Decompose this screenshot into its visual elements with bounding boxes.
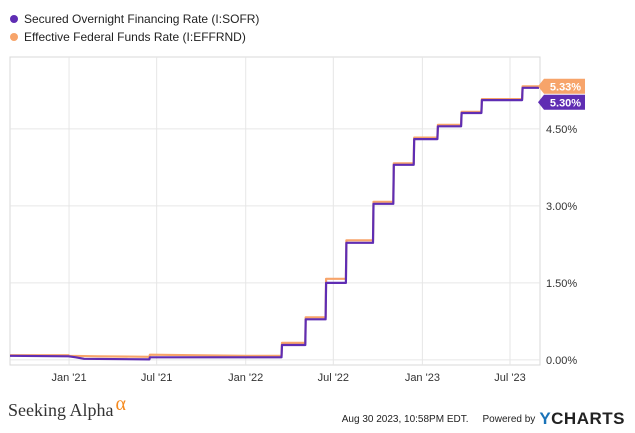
end-label-tag (538, 94, 585, 110)
series-lines (9, 85, 539, 361)
alpha-icon: α (115, 393, 126, 415)
seeking-alpha-logo[interactable]: Seeking Alpha α (8, 393, 126, 422)
plot-area (9, 56, 541, 366)
brand-text: Seeking Alpha (8, 400, 114, 420)
legend-label-effrnd: Effective Federal Funds Rate (I:EFFRND) (24, 30, 246, 44)
timestamp: Aug 30 2023, 10:58PM EDT. (341, 413, 469, 425)
x-tick-label: Jul '22 (318, 372, 349, 384)
chart: Jan '21 Jul '21 Jan '22 Jul '22 Jan '23 Jul '… (9, 56, 585, 384)
x-tick-label: Jan '22 (228, 372, 263, 384)
y-tick-label: 4.50% (546, 124, 577, 136)
y-tick-label: 1.50% (546, 278, 577, 290)
legend-dot-sofr (10, 15, 18, 23)
y-tick-label: 3.00% (546, 201, 577, 213)
powered-by-text: Powered by (482, 413, 536, 425)
end-label-value: 5.30% (550, 97, 581, 109)
legend: Secured Overnight Financing Rate (I:SOFR… (10, 10, 259, 46)
series-line-1 (9, 86, 539, 361)
footer-credits: Aug 30 2023, 10:58PM EDT. Powered by YCH… (342, 409, 625, 429)
legend-item-effrnd[interactable]: Effective Federal Funds Rate (I:EFFRND) (10, 28, 259, 46)
end-label-value: 5.33% (550, 81, 581, 93)
end-label-tag (538, 78, 585, 94)
legend-dot-effrnd (10, 33, 18, 41)
legend-label-sofr: Secured Overnight Financing Rate (I:SOFR… (24, 12, 260, 26)
end-labels: 5.33% 5.30% (538, 78, 585, 110)
y-axis-ticks: 0.00% 1.50% 3.00% 4.50% (546, 124, 577, 367)
x-tick-label: Jan '23 (405, 372, 440, 384)
y-tick-label: 0.00% (546, 355, 577, 367)
ycharts-logo[interactable]: YCHARTS (539, 409, 625, 428)
x-tick-label: Jan '21 (51, 372, 86, 384)
legend-item-sofr[interactable]: Secured Overnight Financing Rate (I:SOFR… (10, 10, 259, 28)
x-tick-label: Jul '21 (141, 372, 172, 384)
x-tick-label: Jul '23 (494, 372, 525, 384)
x-axis-ticks: Jan '21 Jul '21 Jan '22 Jul '22 Jan '23 Jul '… (51, 372, 525, 384)
